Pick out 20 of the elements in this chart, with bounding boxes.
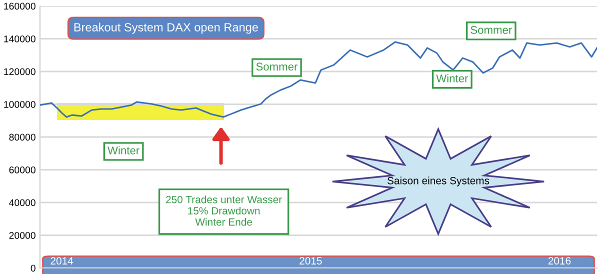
- y-tick-label: 120000: [4, 68, 36, 76]
- annotation: Winter: [108, 146, 140, 154]
- y-tick-label: 80000: [9, 134, 36, 141]
- annotation: Winter: [436, 74, 468, 82]
- annotation: Saison eines Systems: [387, 176, 490, 186]
- x-tick-label: 2016: [548, 257, 571, 265]
- annotation: 250 Trades unter Wasser 15% Drawdown Winter Ende: [166, 196, 282, 226]
- y-tick-label: 20000: [9, 232, 36, 239]
- x-tick-label: 2014: [50, 257, 74, 265]
- y-tick-label: 160000: [4, 2, 36, 10]
- annotation: Sommer: [256, 62, 298, 71]
- text: Breakout System DAX open Range: [74, 22, 258, 34]
- y-tick-label: 0: [30, 264, 36, 272]
- y-tick-label: 40000: [9, 199, 36, 206]
- y-tick-label: 60000: [9, 166, 36, 174]
- line-series: [40, 41, 597, 118]
- annotation: Sommer: [470, 26, 512, 34]
- x-tick-label: 2015: [300, 257, 322, 265]
- y-tick-label: 100000: [4, 100, 36, 108]
- y-tick-label: 140000: [4, 35, 36, 42]
